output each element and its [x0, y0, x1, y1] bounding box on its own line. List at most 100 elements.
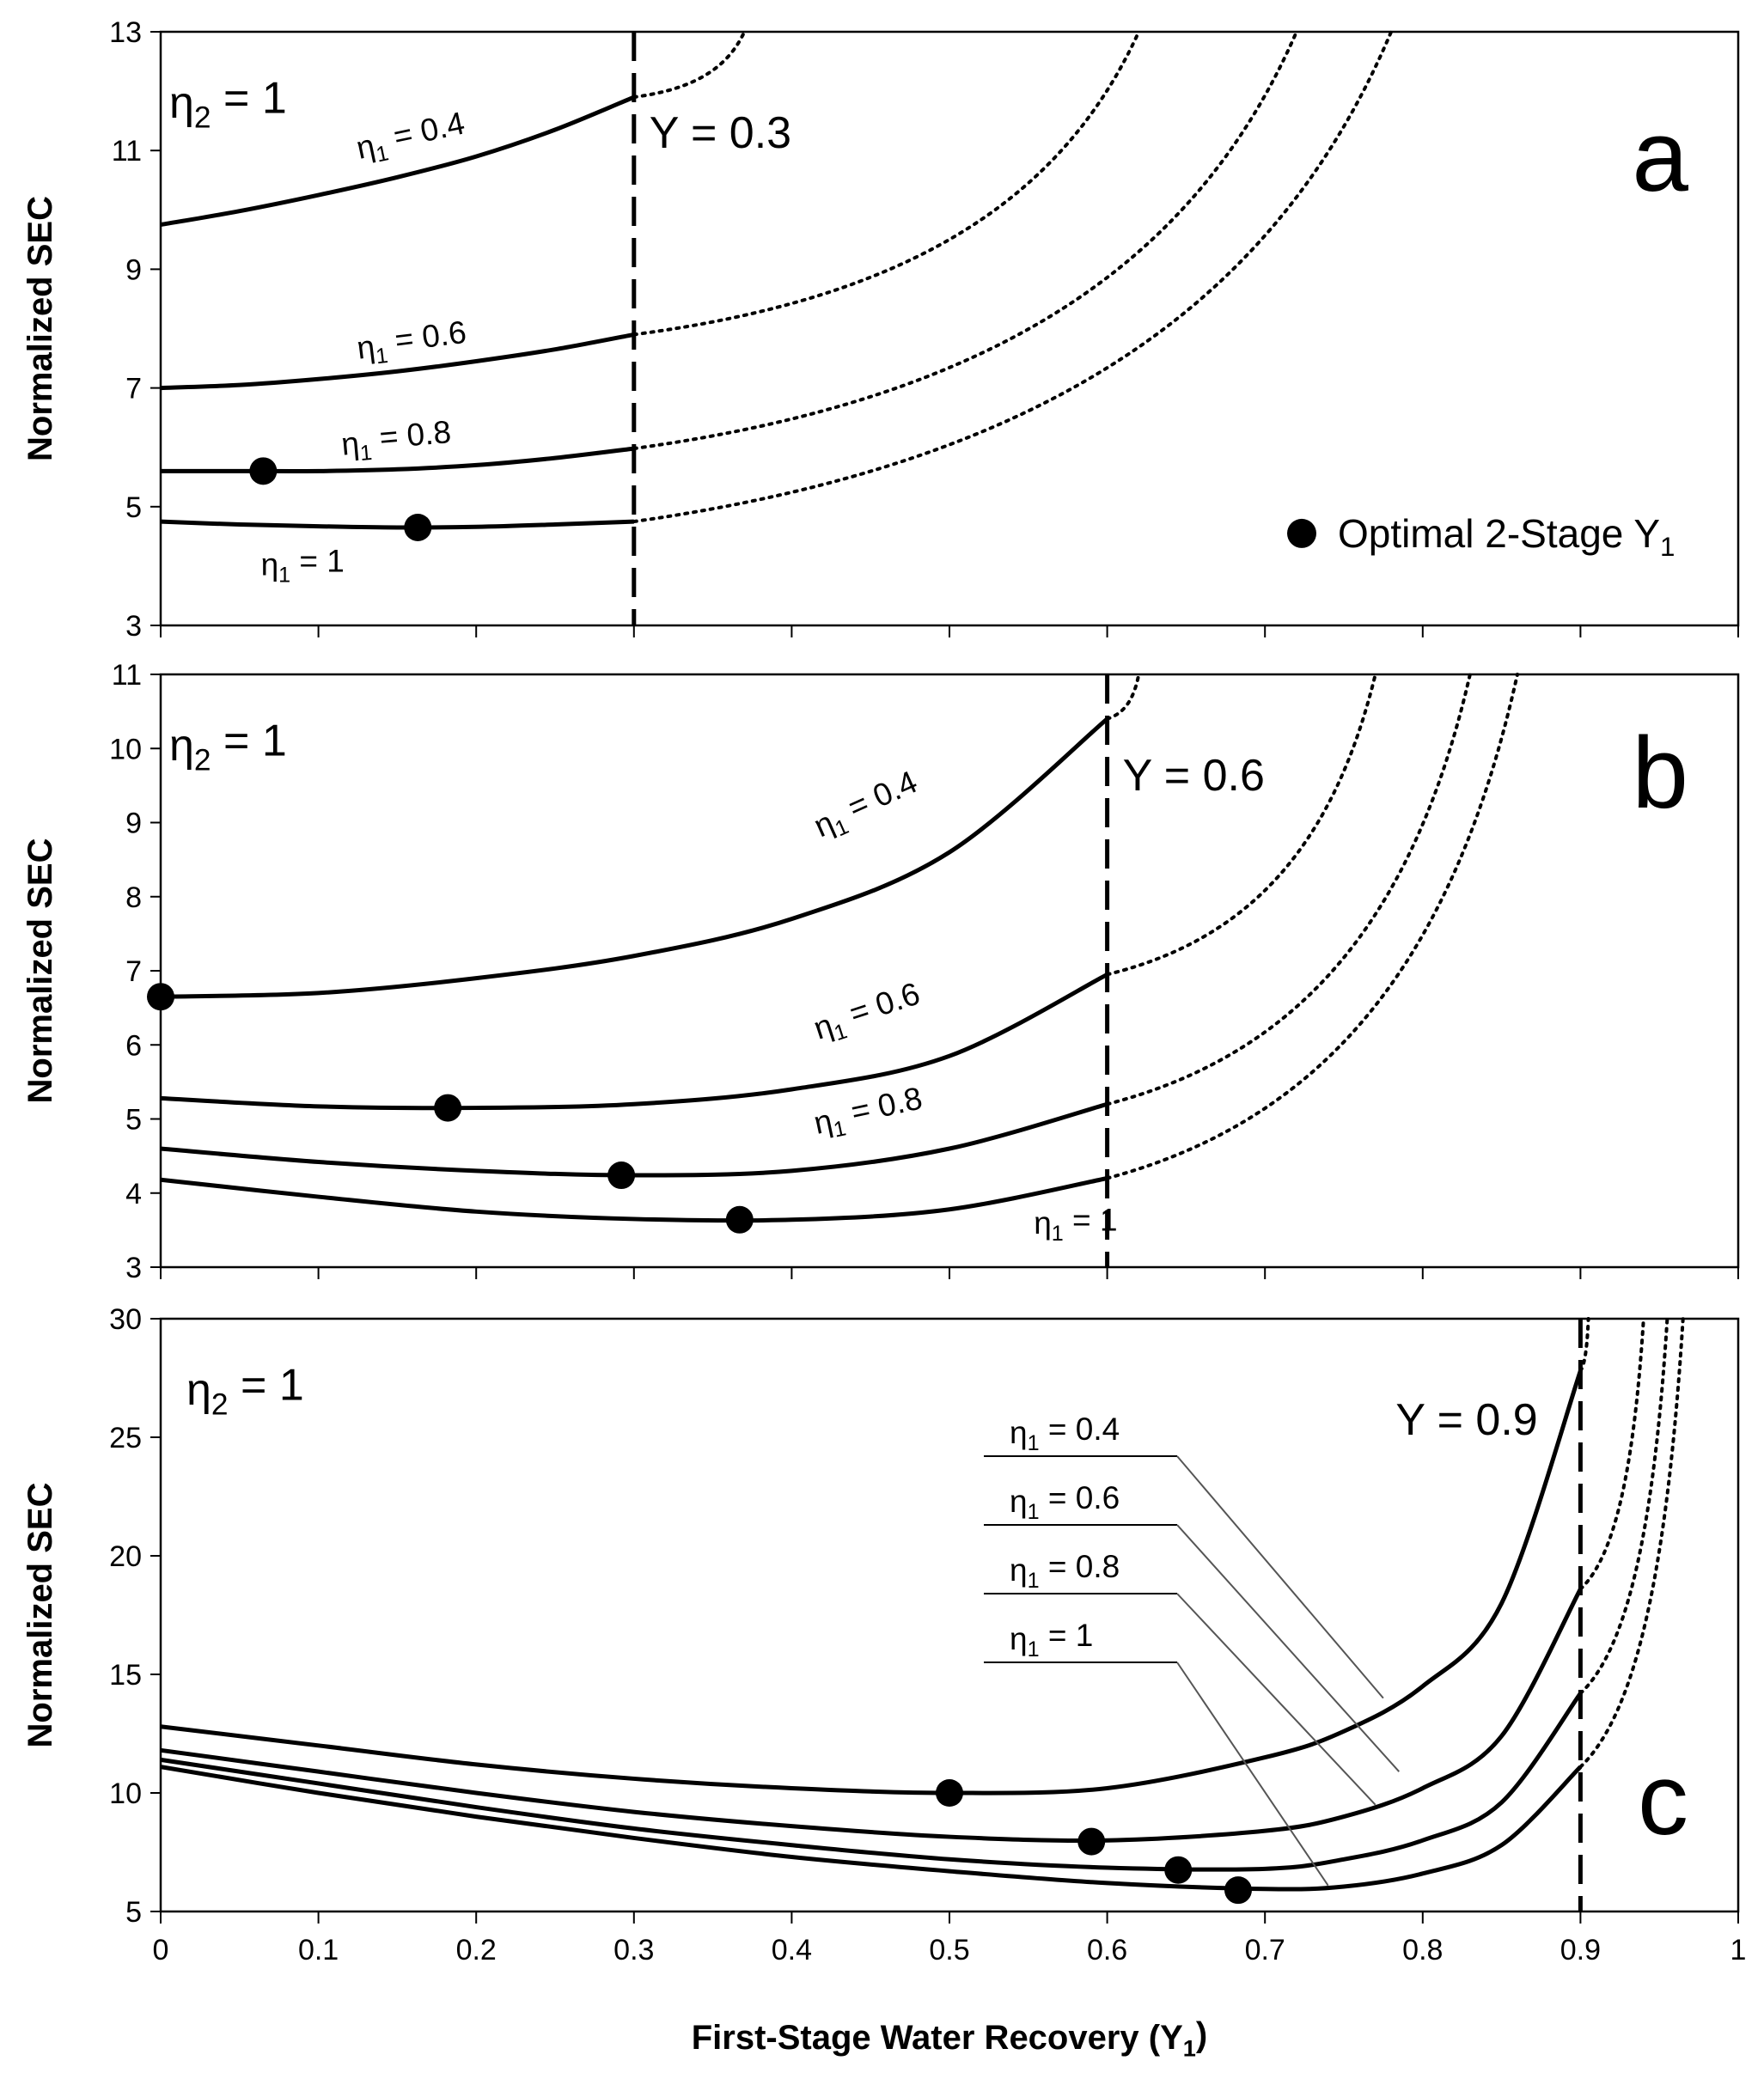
y-tick-label: 9	[125, 253, 142, 286]
eta2-label: η2 = 1	[186, 1361, 304, 1422]
y-axis-title: Normalized SEC	[21, 196, 59, 461]
series-line	[160, 972, 1108, 1111]
optimum-marker	[147, 983, 174, 1011]
x-tick-label: 0.2	[456, 1934, 497, 1966]
panel-a: 3 5 7 9 11 13 Normalized SEC Y = 0.3 η2 = 1 a η1 =…	[21, 16, 1740, 643]
series-line	[160, 716, 1109, 999]
x-tick-label: 0.1	[298, 1934, 339, 1966]
y-tick-label: 10	[109, 1777, 142, 1810]
x-tick-label: 0.8	[1402, 1934, 1443, 1966]
y-axis-title: Normalized SEC	[21, 838, 59, 1104]
extrapolation-dotted-line	[1105, 673, 1377, 977]
extrapolation-dotted-line	[1105, 673, 1519, 1180]
x-tick-label: 0.7	[1245, 1934, 1285, 1966]
series-line	[160, 1588, 1583, 1843]
x-tick-label: 1	[1730, 1934, 1747, 1966]
panel-letter: c	[1638, 1743, 1688, 1857]
callout-leader	[1176, 1524, 1401, 1772]
y-tick-label: 3	[125, 1252, 142, 1284]
series-line	[160, 95, 635, 228]
panel-letter: b	[1632, 716, 1688, 830]
callout-leader	[1176, 1593, 1376, 1806]
plot-frame	[159, 673, 1740, 1269]
extrapolation-dotted-line	[632, 30, 1394, 524]
optimum-marker	[1164, 1856, 1193, 1884]
callout-leader	[1176, 1455, 1384, 1699]
series-line	[160, 519, 634, 530]
extrapolation-dotted-line	[1105, 673, 1472, 1107]
panel-b: 3 4 5 6 7 8 9 10 11 Normalized SEC Y = 0.6 η2 = 1 b η…	[21, 659, 1740, 1284]
extrapolation-dotted-line	[632, 30, 1141, 337]
x-tick-label: 0.6	[1087, 1934, 1127, 1966]
series-label: η1 = 0.4	[808, 764, 926, 849]
series-label: η1 = 1	[261, 543, 345, 587]
y-tick-label: 5	[125, 1896, 142, 1929]
y-tick-label: 11	[112, 659, 142, 692]
series-label: η1 = 1	[1034, 1202, 1117, 1246]
extrapolation-dotted-line	[1578, 1317, 1645, 1591]
extrapolation-dotted-line	[1105, 673, 1141, 721]
extrapolation-dotted-line	[1578, 1317, 1685, 1769]
extrapolation-dotted-line	[1578, 1317, 1669, 1696]
series-line	[160, 332, 635, 391]
y-tick-label: 13	[109, 16, 142, 49]
optimum-marker	[404, 513, 432, 541]
y-tick-label: 7	[125, 955, 142, 988]
x-tick-label: 0.9	[1560, 1934, 1601, 1966]
series-line	[160, 1692, 1583, 1872]
series-line	[160, 1101, 1108, 1178]
optimum-marker	[607, 1161, 636, 1190]
callout-leader	[1176, 1661, 1329, 1887]
y-tick-label: 30	[109, 1303, 142, 1336]
optimum-marker	[249, 457, 278, 485]
y-axis-title: Normalized SEC	[21, 1483, 59, 1748]
extrapolation-dotted-line	[632, 30, 1298, 451]
recovery-limit-label: Y = 0.9	[1395, 1395, 1537, 1445]
callout-label: η1 = 0.6	[1010, 1480, 1120, 1524]
optimum-marker	[936, 1779, 963, 1807]
y-tick-label: 3	[125, 610, 142, 643]
callout-label: η1 = 0.8	[1010, 1549, 1120, 1593]
y-tick-label: 15	[109, 1659, 142, 1692]
series-label: η1 = 0.6	[809, 976, 927, 1052]
x-axis-title: First-Stage Water Recovery (Y1)	[692, 2016, 1207, 2062]
callout-label: η1 = 0.4	[1010, 1411, 1120, 1455]
x-tick-label: 0.3	[613, 1934, 654, 1966]
series-line	[160, 1369, 1583, 1796]
x-tick-label: 0.5	[929, 1934, 969, 1966]
y-tick-label: 10	[109, 733, 142, 765]
optimum-marker	[725, 1205, 754, 1234]
legend-marker	[1287, 518, 1316, 548]
series-label: η1 = 0.4	[352, 105, 469, 170]
series-label: η1 = 0.8	[810, 1081, 927, 1146]
y-tick-label: 5	[125, 1104, 142, 1137]
y-tick-label: 4	[125, 1178, 142, 1210]
extrapolation-dotted-line	[632, 30, 747, 100]
eta2-label: η2 = 1	[169, 74, 287, 135]
optimum-marker	[1077, 1827, 1106, 1856]
legend-label: Optimal 2-Stage Y1	[1338, 511, 1675, 562]
y-tick-label: 20	[109, 1540, 142, 1573]
recovery-limit-label: Y = 0.6	[1123, 751, 1265, 801]
series-line	[161, 446, 635, 473]
y-tick-label: 6	[125, 1029, 142, 1062]
extrapolation-dotted-line	[1578, 1317, 1590, 1373]
x-tick-label: 0	[153, 1934, 169, 1966]
recovery-limit-label: Y = 0.3	[650, 108, 791, 158]
series-label: η1 = 0.8	[339, 414, 453, 467]
optimum-marker	[1224, 1876, 1252, 1905]
y-tick-label: 9	[125, 808, 142, 840]
y-tick-label: 5	[125, 491, 142, 524]
y-tick-label: 8	[125, 881, 142, 914]
eta2-label: η2 = 1	[169, 716, 287, 777]
optimum-marker	[434, 1094, 462, 1122]
panel-letter: a	[1632, 100, 1688, 213]
y-tick-label: 11	[112, 135, 142, 168]
y-tick-label: 25	[109, 1422, 142, 1454]
series-line	[160, 1176, 1108, 1223]
x-tick-label: 0.4	[772, 1934, 812, 1966]
y-tick-label: 7	[125, 373, 142, 405]
series-line	[160, 1765, 1583, 1892]
